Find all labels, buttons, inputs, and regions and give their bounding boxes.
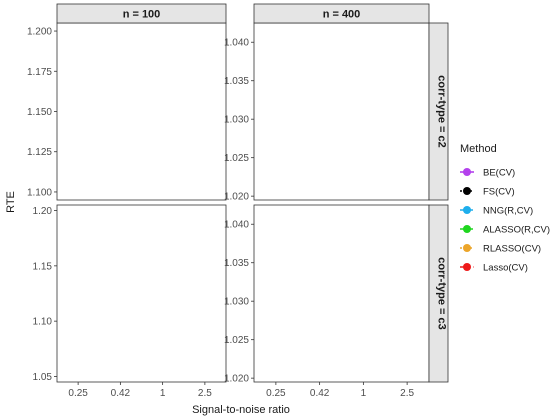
panel-3-xtick-label-0: 0.25 (266, 388, 286, 399)
panel-3-xtick-label-1: 0.42 (310, 388, 330, 399)
legend-item-1: FS(CV) (458, 183, 515, 199)
legend-item-5: Lasso(CV) (458, 259, 528, 275)
legend-label-1: FS(CV) (483, 187, 515, 198)
panel-2-ytick-label-0: 1.05 (33, 372, 53, 383)
panel-3-ytick-label-1: 1.025 (224, 335, 249, 346)
legend-label-4: RLASSO(CV) (483, 244, 541, 255)
panel-3-ytick-label-4: 1.040 (224, 220, 249, 231)
row-strip-c3: corr-type = c3 (428, 204, 449, 383)
legend-key-point-5 (463, 263, 471, 271)
panel-2-xtick-label-0: 0.25 (68, 388, 88, 399)
legend-key-point-1 (463, 187, 471, 195)
panel-3-xtick-label-3: 2.5 (400, 388, 414, 399)
panel-3-ytick-label-3: 1.035 (224, 258, 249, 269)
panel-0-ytick-label-2: 1.150 (27, 107, 52, 118)
panel-2-ytick-label-2: 1.15 (33, 261, 53, 272)
panel-1-ytick-label-1: 1.025 (224, 153, 249, 164)
row-strip-c2-label: corr-type = c2 (436, 75, 448, 147)
panel-1-ytick-label-2: 1.030 (224, 115, 249, 126)
row-strip-c3-label: corr-type = c3 (436, 257, 448, 329)
col-strip-n400: n = 400 (253, 3, 430, 24)
panel-1-ytick-label-4: 1.040 (224, 38, 249, 49)
panel-1-border (253, 22, 430, 201)
panel-0: 1.100 1.125 1.150 1.175 1.200 (27, 22, 227, 201)
panel-2-xtick-label-3: 2.5 (198, 388, 212, 399)
legend-item-4: RLASSO(CV) (458, 240, 541, 256)
panel-3-xtick-label-2: 1 (361, 388, 367, 399)
legend-item-2: NNG(R,CV) (458, 202, 533, 218)
panel-2-ytick-label-1: 1.10 (33, 317, 53, 328)
legend: Method BE(CV) FS(CV) NNG(R,CV) ALASSO(R,CV)… (458, 143, 550, 275)
panel-0-ytick-label-0: 1.100 (27, 187, 52, 198)
panel-2-xtick-label-1: 0.42 (111, 388, 131, 399)
panel-1: 1.020 1.025 1.030 1.035 1.040 (224, 22, 430, 203)
legend-item-3: ALASSO(R,CV) (458, 221, 550, 237)
legend-label-3: ALASSO(R,CV) (483, 225, 550, 236)
legend-title: Method (460, 143, 497, 155)
legend-label-5: Lasso(CV) (483, 263, 528, 274)
panel-3-ytick-label-0: 1.020 (224, 374, 249, 385)
panel-1-ytick-label-0: 1.020 (224, 192, 249, 203)
legend-key-point-2 (463, 206, 471, 214)
legend-item-0: BE(CV) (458, 164, 515, 180)
col-strip-n100-label: n = 100 (123, 9, 161, 21)
panel-2-xtick-label-2: 1 (160, 388, 166, 399)
panel-0-border (56, 22, 227, 201)
legend-label-2: NNG(R,CV) (483, 206, 533, 217)
panel-3-border (253, 204, 430, 383)
x-axis-title: Signal-to-noise ratio (192, 404, 290, 416)
panel-2-ytick-label-3: 1.20 (33, 206, 53, 217)
legend-key-point-3 (463, 225, 471, 233)
col-strip-n400-label: n = 400 (323, 9, 361, 21)
y-axis-title: RTE (5, 191, 17, 213)
panel-3-ytick-label-2: 1.030 (224, 297, 249, 308)
panel-0-ytick-label-4: 1.200 (27, 27, 52, 38)
panels-layer: 1.100 1.125 1.150 1.175 1.200 1.020 1.025 1.030… (27, 22, 430, 399)
legend-key-point-0 (463, 168, 471, 176)
legend-label-0: BE(CV) (483, 168, 515, 179)
panel-1-ytick-label-3: 1.035 (224, 76, 249, 87)
legend-key-point-4 (463, 244, 471, 252)
col-strip-n100: n = 100 (56, 3, 227, 24)
panel-2-border (56, 204, 227, 383)
panel-0-ytick-label-1: 1.125 (27, 147, 52, 158)
panel-2: 1.05 1.10 1.15 1.20 0.25 0.42 1 2.5 (33, 204, 227, 399)
row-strip-c2: corr-type = c2 (428, 22, 449, 201)
panel-0-ytick-label-3: 1.175 (27, 67, 52, 78)
panel-3: 1.020 1.025 1.030 1.035 1.040 0.25 0.42 1 2.5 (224, 204, 430, 399)
